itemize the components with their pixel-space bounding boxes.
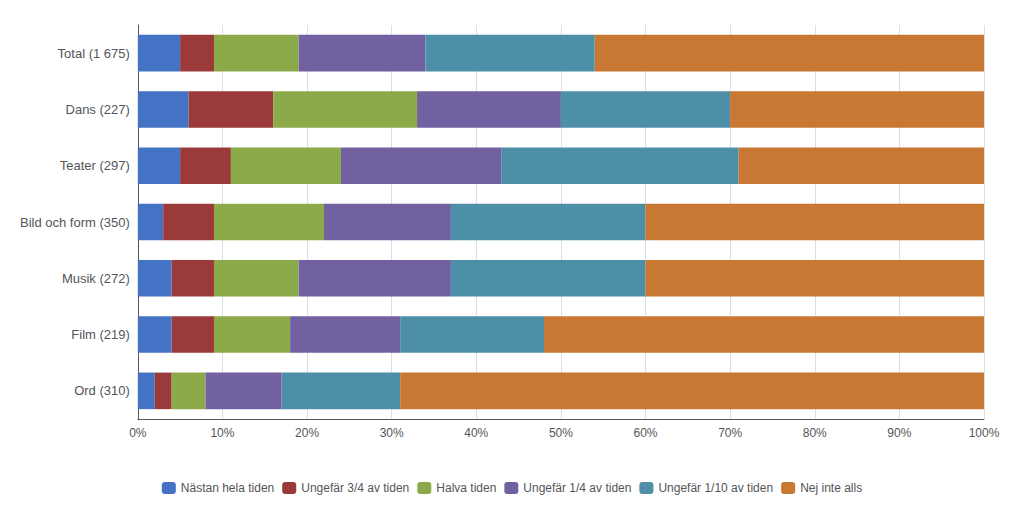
svg-text:Teater (297): Teater (297): [60, 158, 130, 173]
svg-text:0%: 0%: [129, 426, 147, 440]
svg-text:Musik (272): Musik (272): [62, 271, 130, 286]
svg-text:Ungefär 3/4 av tiden: Ungefär 3/4 av tiden: [301, 481, 409, 495]
svg-text:Ungefär 1/4 av tiden: Ungefär 1/4 av tiden: [523, 481, 631, 495]
svg-text:Total (1 675): Total (1 675): [58, 46, 130, 61]
svg-text:90%: 90%: [887, 426, 911, 440]
svg-text:20%: 20%: [295, 426, 319, 440]
svg-text:60%: 60%: [634, 426, 658, 440]
svg-text:Halva tiden: Halva tiden: [436, 481, 496, 495]
svg-text:Nästan hela tiden: Nästan hela tiden: [181, 481, 274, 495]
svg-text:Nej inte alls: Nej inte alls: [800, 481, 862, 495]
svg-text:Dans (227): Dans (227): [66, 102, 130, 117]
svg-text:80%: 80%: [803, 426, 827, 440]
svg-text:50%: 50%: [549, 426, 573, 440]
svg-text:Ord (310): Ord (310): [74, 383, 130, 398]
svg-text:Bild och form (350): Bild och form (350): [20, 215, 130, 230]
svg-text:100%: 100%: [969, 426, 1000, 440]
svg-text:70%: 70%: [718, 426, 742, 440]
svg-text:Film (219): Film (219): [71, 327, 130, 342]
svg-text:30%: 30%: [380, 426, 404, 440]
svg-text:10%: 10%: [210, 426, 234, 440]
svg-text:Ungefär 1/10 av tiden: Ungefär 1/10 av tiden: [658, 481, 773, 495]
svg-text:40%: 40%: [464, 426, 488, 440]
